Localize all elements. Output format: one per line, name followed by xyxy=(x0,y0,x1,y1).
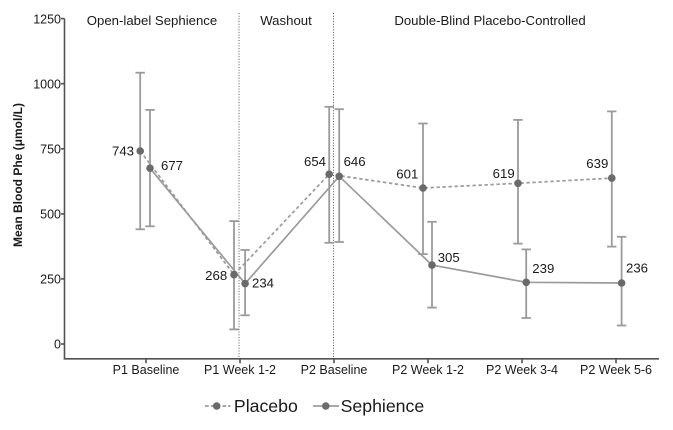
svg-text:234: 234 xyxy=(252,275,274,290)
svg-text:654: 654 xyxy=(304,154,326,169)
svg-text:Sephience: Sephience xyxy=(341,396,425,416)
svg-text:646: 646 xyxy=(344,154,366,169)
svg-text:P1 Week 1-2: P1 Week 1-2 xyxy=(204,363,276,377)
svg-text:239: 239 xyxy=(532,261,554,276)
svg-text:677: 677 xyxy=(161,158,183,173)
svg-text:Double-Blind Placebo-Controlle: Double-Blind Placebo-Controlled xyxy=(394,13,585,28)
svg-text:250: 250 xyxy=(40,273,61,287)
svg-text:639: 639 xyxy=(586,156,608,171)
svg-text:0: 0 xyxy=(54,338,61,352)
svg-text:P2 Week 5-6: P2 Week 5-6 xyxy=(580,363,652,377)
svg-text:268: 268 xyxy=(205,268,227,283)
svg-text:619: 619 xyxy=(493,166,515,181)
svg-text:Mean Blood Phe (μmol/L): Mean Blood Phe (μmol/L) xyxy=(11,103,25,247)
svg-text:1000: 1000 xyxy=(33,77,61,91)
svg-text:Open-label Sephience: Open-label Sephience xyxy=(87,13,218,28)
svg-text:750: 750 xyxy=(40,143,61,157)
svg-text:Placebo: Placebo xyxy=(234,396,298,416)
svg-text:500: 500 xyxy=(40,208,61,222)
svg-text:743: 743 xyxy=(112,143,134,158)
svg-text:P1 Baseline: P1 Baseline xyxy=(113,363,180,377)
svg-text:1250: 1250 xyxy=(33,12,61,26)
svg-text:236: 236 xyxy=(626,261,648,276)
svg-text:601: 601 xyxy=(396,167,418,182)
svg-text:Washout: Washout xyxy=(260,13,312,28)
svg-text:P2 Week 3-4: P2 Week 3-4 xyxy=(486,363,558,377)
svg-text:P2 Baseline: P2 Baseline xyxy=(301,363,368,377)
svg-text:P2 Week 1-2: P2 Week 1-2 xyxy=(392,363,464,377)
svg-text:305: 305 xyxy=(438,250,460,265)
